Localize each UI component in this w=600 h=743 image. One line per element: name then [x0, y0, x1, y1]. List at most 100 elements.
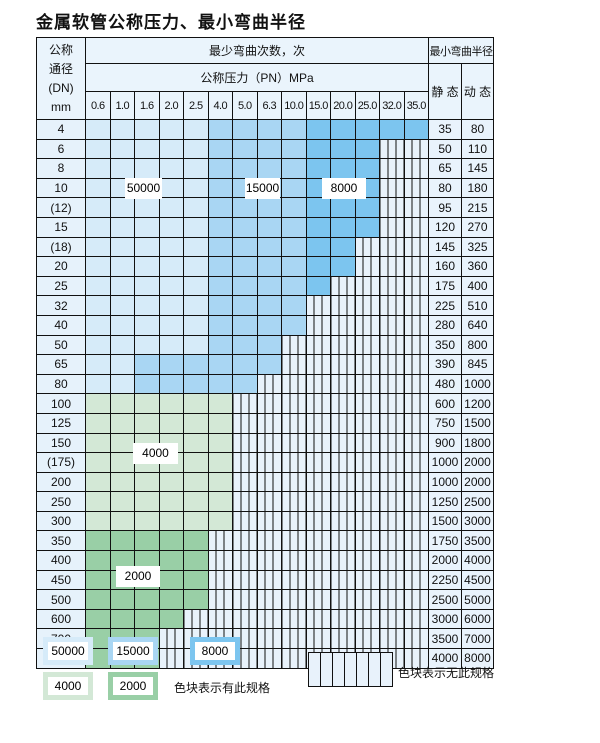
- available-cell: [256, 275, 282, 297]
- unavailable-cell: [379, 177, 405, 199]
- pressure-header: 公称压力（PN）MPa: [85, 63, 429, 92]
- available-cell: [85, 510, 111, 532]
- available-cell: [85, 491, 111, 512]
- static-radius-cell: 50: [428, 138, 462, 160]
- available-cell: [158, 550, 184, 571]
- available-cell: [183, 412, 209, 434]
- available-cell: [207, 334, 233, 356]
- unavailable-cell: [305, 569, 331, 591]
- available-cell: [207, 177, 233, 199]
- dn-cell: 80: [36, 373, 86, 395]
- table-row: 600 3000 6000: [36, 608, 494, 630]
- available-cell: [207, 158, 233, 179]
- available-cell: [207, 412, 233, 434]
- available-cell: [158, 236, 184, 258]
- unavailable-cell: [354, 412, 380, 434]
- static-radius-cell: 2500: [428, 589, 462, 610]
- static-radius-cell: 175: [428, 275, 462, 297]
- unavailable-cell: [281, 608, 307, 630]
- unavailable-cell: [256, 550, 282, 571]
- available-cell: [85, 275, 111, 297]
- unavailable-cell: [379, 530, 405, 552]
- table-row: 6 50 110: [36, 138, 494, 160]
- available-cell: [85, 569, 111, 591]
- unavailable-cell: [207, 569, 233, 591]
- table-row: 450 2250 4500: [36, 569, 494, 591]
- available-cell: [158, 530, 184, 552]
- available-cell: [354, 216, 380, 238]
- available-cell: [109, 236, 135, 258]
- available-cell: [207, 471, 233, 493]
- unavailable-cell: [256, 432, 282, 454]
- available-cell: [207, 197, 233, 218]
- unavailable-cell: [207, 608, 233, 630]
- table-row: 65 390 845: [36, 354, 494, 375]
- unavailable-cell: [281, 550, 307, 571]
- unavailable-cell: [232, 589, 258, 610]
- unavailable-cell: [281, 432, 307, 454]
- dn-cell: 125: [36, 412, 86, 434]
- available-cell: [232, 138, 258, 160]
- unavailable-cell: [354, 452, 380, 473]
- static-radius-cell: 1000: [428, 471, 462, 493]
- unavailable-cell: [281, 373, 307, 395]
- available-cell: [158, 569, 184, 591]
- available-cell: [207, 275, 233, 297]
- available-cell: [207, 236, 233, 258]
- available-cell: [109, 197, 135, 218]
- dynamic-radius-cell: 110: [461, 138, 494, 160]
- unavailable-cell: [232, 608, 258, 630]
- unavailable-cell: [403, 216, 429, 238]
- unavailable-cell: [354, 550, 380, 571]
- available-cell: [85, 412, 111, 434]
- unavailable-cell: [379, 471, 405, 493]
- available-cell: [330, 138, 356, 160]
- available-cell: [305, 275, 331, 297]
- dynamic-radius-cell: 360: [461, 256, 494, 277]
- dynamic-radius-cell: 4000: [461, 550, 494, 571]
- unavailable-cell: [403, 569, 429, 591]
- unavailable-cell: [403, 275, 429, 297]
- available-cell: [85, 530, 111, 552]
- available-note: 色块表示有此规格: [174, 681, 271, 695]
- available-cell: [109, 471, 135, 493]
- available-cell: [85, 354, 111, 375]
- available-cell: [281, 216, 307, 238]
- table-row: (18) 145 325: [36, 236, 494, 258]
- available-cell: [256, 138, 282, 160]
- unavailable-cell: [330, 628, 356, 650]
- available-cell: [109, 393, 135, 414]
- dn-cell: (12): [36, 197, 86, 218]
- available-cell: [85, 177, 111, 199]
- legend-label: 2000: [113, 677, 153, 695]
- available-cell: [330, 119, 356, 140]
- pressure-column-header: 2.5: [183, 91, 209, 120]
- table-row: (175) 1000 2000: [36, 452, 494, 473]
- available-cell: [109, 275, 135, 297]
- static-radius-cell: 390: [428, 354, 462, 375]
- unavailable-cell: [379, 432, 405, 454]
- available-cell: [379, 119, 405, 140]
- pressure-column-header: 2.0: [158, 91, 184, 120]
- dn-header-line: mm: [51, 99, 71, 114]
- available-cell: [158, 158, 184, 179]
- available-cell: [134, 256, 160, 277]
- unavailable-cell: [379, 138, 405, 160]
- available-cell: [354, 197, 380, 218]
- available-cell: [158, 412, 184, 434]
- available-cell: [281, 119, 307, 140]
- unavailable-cell: [403, 256, 429, 277]
- available-cell: [85, 138, 111, 160]
- available-cell: [85, 256, 111, 277]
- unavailable-cell: [354, 628, 380, 650]
- available-cell: [134, 119, 160, 140]
- dynamic-radius-cell: 2000: [461, 452, 494, 473]
- unavailable-cell: [305, 628, 331, 650]
- dn-cell: 25: [36, 275, 86, 297]
- dynamic-radius-cell: 270: [461, 216, 494, 238]
- available-cell: [305, 256, 331, 277]
- table-row: 70035007000: [36, 628, 494, 650]
- unavailable-cell: [305, 393, 331, 414]
- unavailable-cell: [256, 471, 282, 493]
- unavailable-cell: [403, 432, 429, 454]
